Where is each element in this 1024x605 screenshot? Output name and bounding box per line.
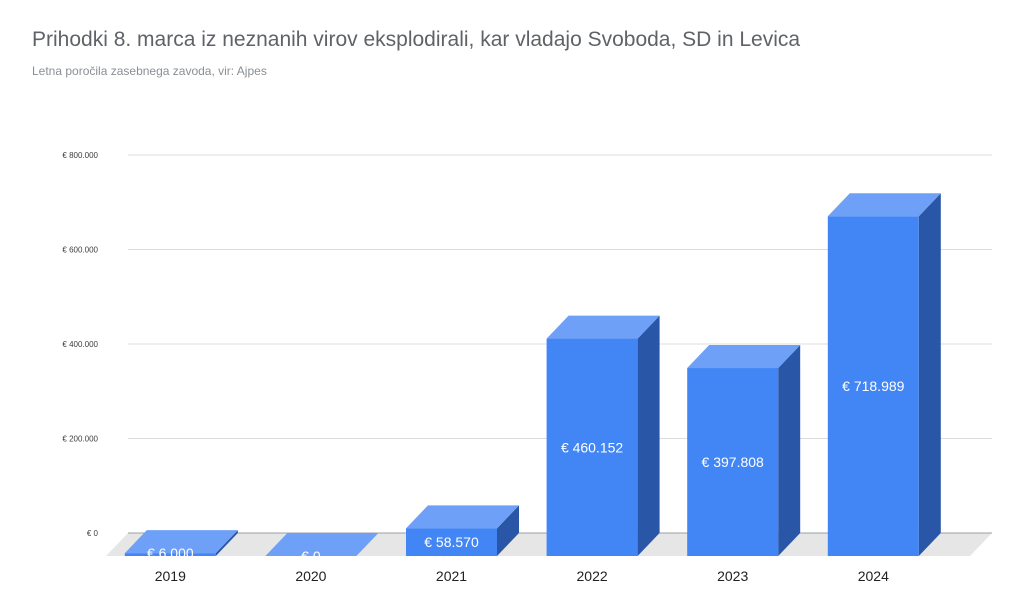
bar-2022: € 460.152 xyxy=(546,315,660,556)
bar-front xyxy=(687,368,779,556)
bar-2020: € 0 xyxy=(265,533,379,564)
data-label: € 6.000 xyxy=(147,545,194,561)
bar-2024: € 718.989 xyxy=(827,193,941,556)
bar-top xyxy=(406,505,519,529)
x-tick-label: 2019 xyxy=(155,568,186,584)
bar-top xyxy=(546,315,660,339)
bar-side xyxy=(918,193,941,556)
y-tick-label: € 400.000 xyxy=(62,340,98,349)
bar-front xyxy=(827,216,919,556)
data-label: € 58.570 xyxy=(424,534,479,550)
y-tick-label: € 800.000 xyxy=(62,151,98,160)
bar-side xyxy=(215,530,238,556)
chart-subtitle: Letna poročila zasebnega zavoda, vir: Aj… xyxy=(32,64,267,78)
x-tick-label: 2023 xyxy=(717,568,748,584)
y-tick-label: € 0 xyxy=(87,529,99,538)
bar-side xyxy=(778,345,801,556)
bar-top xyxy=(827,193,941,217)
bar-2023: € 397.808 xyxy=(687,345,801,556)
x-tick-label: 2020 xyxy=(295,568,326,584)
bar-side xyxy=(497,505,519,556)
x-tick-label: 2024 xyxy=(858,568,889,584)
y-tick-label: € 200.000 xyxy=(62,435,98,444)
bar-top xyxy=(124,530,238,554)
bar-top xyxy=(687,345,801,369)
data-label: € 718.989 xyxy=(842,378,904,394)
bar-2021: € 58.570 xyxy=(406,505,519,556)
data-label: € 397.808 xyxy=(702,454,764,470)
y-tick-label: € 600.000 xyxy=(62,246,98,255)
x-tick-label: 2022 xyxy=(577,568,608,584)
data-label: € 0 xyxy=(301,548,321,564)
x-tick-label: 2021 xyxy=(436,568,467,584)
bar-front xyxy=(546,338,638,556)
bar-front xyxy=(406,528,497,556)
chart-title: Prihodki 8. marca iz neznanih virov eksp… xyxy=(32,28,801,51)
bar-front xyxy=(124,553,216,556)
bar-2019: € 6.000 xyxy=(124,530,238,561)
data-label: € 460.152 xyxy=(561,439,623,455)
bar-top xyxy=(265,533,379,556)
bar-side xyxy=(637,315,660,556)
